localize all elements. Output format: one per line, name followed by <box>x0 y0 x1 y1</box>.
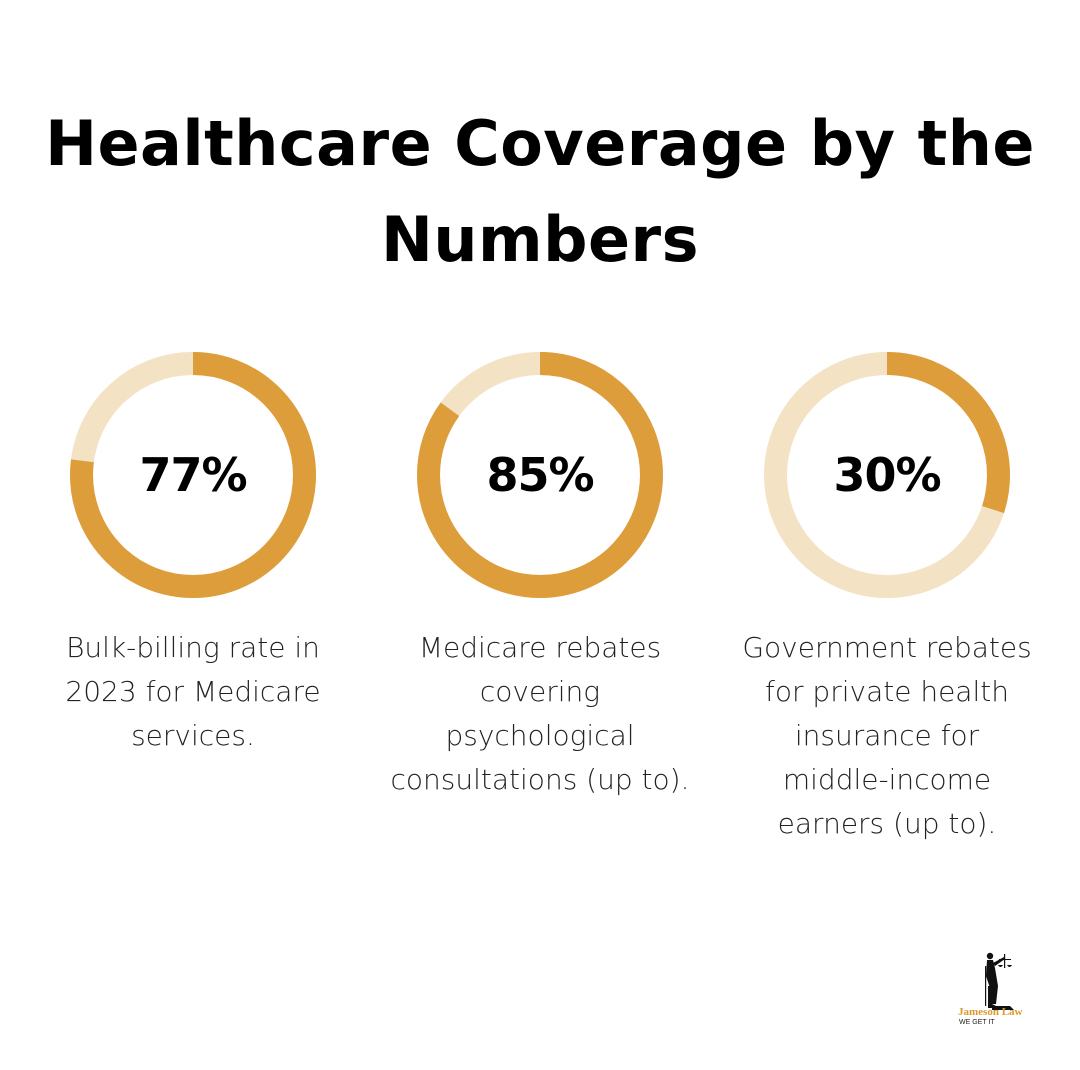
stat-card-bulk-billing: 77% Bulk-billing rate in 2023 for Medica… <box>33 352 353 758</box>
stat-card-private-insurance: 30% Government rebates for private healt… <box>727 352 1047 846</box>
stat-caption: Government rebates for private health in… <box>727 626 1047 846</box>
logo-tagline: WE GET IT <box>959 1019 995 1026</box>
page-title: Healthcare Coverage by the Numbers <box>0 96 1080 288</box>
caption-line: middle-income <box>782 763 992 796</box>
caption-line: psychological <box>445 719 635 752</box>
title-line-1: Healthcare Coverage by the <box>45 107 1035 180</box>
donut-ring <box>70 352 316 598</box>
caption-line: earners (up to). <box>777 807 997 840</box>
stat-value: 77% <box>139 448 247 502</box>
donut-chart: 77% <box>70 352 316 598</box>
caption-line: Government rebates <box>742 631 1032 664</box>
donut-ring <box>764 352 1010 598</box>
donut-chart: 85% <box>417 352 663 598</box>
lady-justice-icon <box>985 952 1014 1010</box>
stat-value: 30% <box>833 448 941 502</box>
stat-caption: Bulk-billing rate in 2023 for Medicare s… <box>33 626 353 758</box>
stat-value: 85% <box>486 448 594 502</box>
caption-line: Medicare rebates <box>418 631 662 664</box>
title-line-2: Numbers <box>380 203 700 276</box>
caption-line: consultations (up to). <box>390 763 690 796</box>
donut-ring <box>417 352 663 598</box>
donut-chart: 30% <box>764 352 1010 598</box>
stat-caption: Medicare rebates covering psychological … <box>380 626 700 802</box>
caption-line: 2023 for Medicare <box>65 675 321 708</box>
caption-line: for private health <box>765 675 1009 708</box>
caption-line: insurance for <box>794 719 980 752</box>
donut-fill <box>70 352 316 598</box>
stat-card-psych-rebates: 85% Medicare rebates covering psychologi… <box>380 352 700 802</box>
caption-line: Bulk-billing rate in <box>66 631 320 664</box>
caption-line: services. <box>131 719 255 752</box>
caption-line: covering <box>479 675 601 708</box>
logo-name: Jameson Law <box>958 1006 1023 1018</box>
donut-fill <box>764 352 1010 598</box>
donut-fill <box>417 352 663 598</box>
